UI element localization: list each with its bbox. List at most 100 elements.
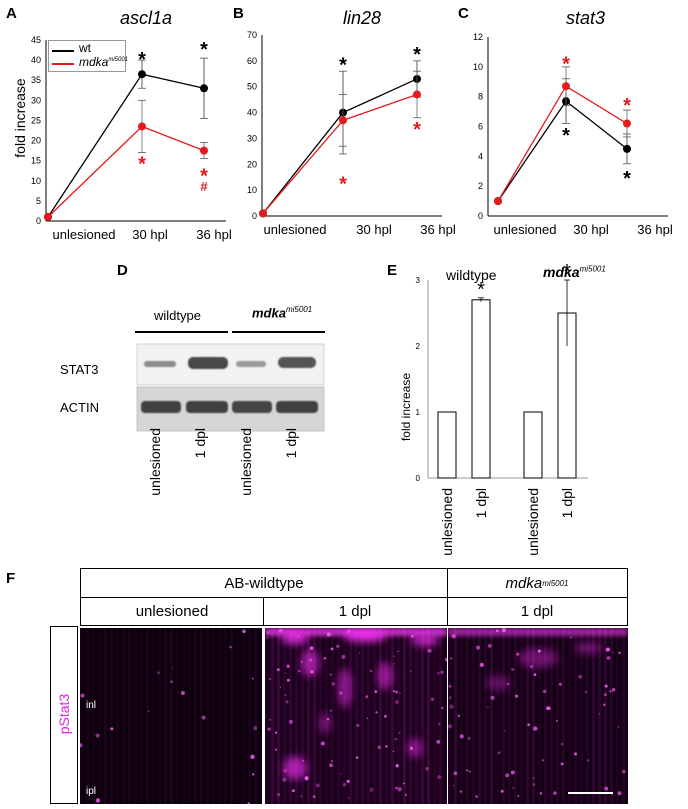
m1-streak-15 bbox=[170, 628, 173, 804]
m3-dot-39 bbox=[450, 657, 453, 660]
m2-streak-6 bbox=[301, 628, 304, 804]
m3-dot-16 bbox=[505, 773, 510, 778]
m2-dot-29 bbox=[284, 694, 287, 697]
m3-dot-6 bbox=[453, 771, 458, 776]
y-tick-label-B-40: 40 bbox=[247, 108, 257, 118]
m2-dot-0 bbox=[336, 644, 340, 648]
m2-dot-21 bbox=[285, 700, 289, 704]
m2-dot-22 bbox=[395, 764, 399, 768]
m2-dot-88 bbox=[282, 777, 287, 782]
m3-streak-22 bbox=[580, 628, 583, 804]
m3-dot-63 bbox=[475, 645, 481, 650]
line-chart-A: 0 5 10 15 20 25 30 35 40 45 unlesioned 30 hpl 36 hpl… bbox=[31, 35, 232, 242]
m2-dot-39 bbox=[392, 690, 395, 693]
western-group-mdka: mdkami5001 bbox=[252, 305, 312, 320]
m3-dot-58 bbox=[448, 685, 452, 688]
m1-streak-21 bbox=[206, 628, 209, 804]
m3-dot-68 bbox=[533, 726, 538, 731]
m2-dot-31 bbox=[310, 670, 314, 674]
m3-dot-29 bbox=[539, 792, 543, 795]
m3-dot-57 bbox=[604, 684, 608, 688]
chart-e-group-label-wildtype: wildtype bbox=[446, 267, 497, 283]
m2-streak-9 bbox=[319, 628, 322, 804]
chart-e-group-label-mdka: mdkami5001 bbox=[543, 264, 606, 280]
y-tick-label-B-70: 70 bbox=[247, 30, 257, 40]
m3-streak-15 bbox=[538, 628, 541, 804]
m1-streak-8 bbox=[128, 628, 131, 804]
m2-dot-1 bbox=[326, 718, 330, 721]
m1-dot-11 bbox=[229, 646, 232, 649]
m2-streak-15 bbox=[355, 628, 358, 804]
imaging-header-mdka-text: mdka bbox=[505, 574, 543, 592]
series-line-A-wt bbox=[47, 73, 205, 218]
m2-streak-19 bbox=[379, 628, 382, 804]
y-tick-label-B-30: 30 bbox=[247, 133, 257, 143]
m3-streak-21 bbox=[574, 628, 577, 804]
m2-dot-6 bbox=[340, 773, 342, 775]
m3-dot-10 bbox=[543, 689, 547, 693]
m1-streak-18 bbox=[188, 628, 191, 804]
bar-e-1 bbox=[471, 299, 491, 479]
m3-dot-37 bbox=[537, 649, 541, 653]
m3-dot-67 bbox=[605, 647, 610, 652]
m2-streak-17 bbox=[367, 628, 370, 804]
m3-dot-55 bbox=[451, 634, 456, 639]
m2-streak-7 bbox=[307, 628, 310, 804]
panel-label-c: C bbox=[458, 5, 469, 22]
m2-dot-62 bbox=[309, 658, 313, 662]
m2-dot-50 bbox=[283, 768, 287, 773]
y-tick-label-C-6: 6 bbox=[478, 122, 483, 132]
y-tick-label-C-4: 4 bbox=[478, 151, 483, 161]
m1-streak-29 bbox=[254, 628, 257, 804]
western-band-stat3-lane4 bbox=[278, 357, 316, 368]
legend-label-mdka: mdkami5001 bbox=[79, 55, 128, 69]
m2-streak-14 bbox=[349, 628, 352, 804]
m3-dot-13 bbox=[598, 713, 601, 715]
m1-streak-9 bbox=[134, 628, 137, 804]
m2-streak-25 bbox=[415, 628, 418, 804]
m1-dot-10 bbox=[171, 667, 174, 669]
m2-dot-56 bbox=[309, 646, 314, 650]
m1-streak-13 bbox=[158, 628, 161, 804]
m1-streak-24 bbox=[224, 628, 227, 804]
western-band-actin-lane2 bbox=[186, 401, 228, 413]
m3-streak-0 bbox=[448, 628, 451, 804]
legend-label-wt: wt bbox=[79, 41, 91, 55]
data-point-B-mdka-0 bbox=[259, 209, 267, 218]
chart-title-a: ascl1a bbox=[120, 8, 173, 28]
m2-dot-67 bbox=[297, 635, 300, 638]
y-tick-label-A-5: 5 bbox=[36, 196, 41, 206]
m2-blob-3 bbox=[301, 649, 319, 677]
western-band-stat3-lane2 bbox=[188, 357, 228, 369]
micrograph-unlesioned: inl ipl bbox=[80, 628, 262, 804]
western-band-actin-lane4 bbox=[276, 401, 318, 413]
m2-streak-21 bbox=[391, 628, 394, 804]
micrograph-1dpl-mdka bbox=[448, 628, 628, 804]
m1-streak-26 bbox=[236, 628, 239, 804]
chart-title-c: stat3 bbox=[566, 8, 606, 28]
m2-dot-8 bbox=[440, 670, 444, 674]
layer-label-inl: inl bbox=[86, 700, 97, 711]
m2-dot-44 bbox=[369, 787, 374, 792]
m2-dot-19 bbox=[312, 795, 316, 799]
imaging-header-mdka-sup: mi5001 bbox=[542, 578, 569, 588]
m3-dot-23 bbox=[475, 795, 478, 798]
m2-streak-24 bbox=[409, 628, 412, 804]
data-point-A-mdka-2 bbox=[200, 146, 208, 155]
m1-dot-9 bbox=[247, 802, 251, 804]
x-tick-label-A-2: 36 hpl bbox=[196, 227, 232, 242]
m2-dot-47 bbox=[356, 723, 360, 728]
legend-a: wt mdkami5001 bbox=[48, 40, 128, 72]
m2-dot-33 bbox=[315, 783, 320, 788]
m2-dot-11 bbox=[329, 709, 333, 712]
m2-dot-74 bbox=[266, 637, 268, 639]
significance-mark-B-1: * bbox=[413, 44, 421, 66]
m2-dot-51 bbox=[274, 748, 277, 751]
m2-streak-27 bbox=[427, 628, 430, 804]
m2-dot-48 bbox=[342, 783, 347, 787]
m2-streak-3 bbox=[283, 628, 286, 804]
bar-e-2 bbox=[523, 411, 543, 479]
y-tick-label-C-10: 10 bbox=[473, 62, 483, 72]
m3-streak-4 bbox=[472, 628, 475, 804]
